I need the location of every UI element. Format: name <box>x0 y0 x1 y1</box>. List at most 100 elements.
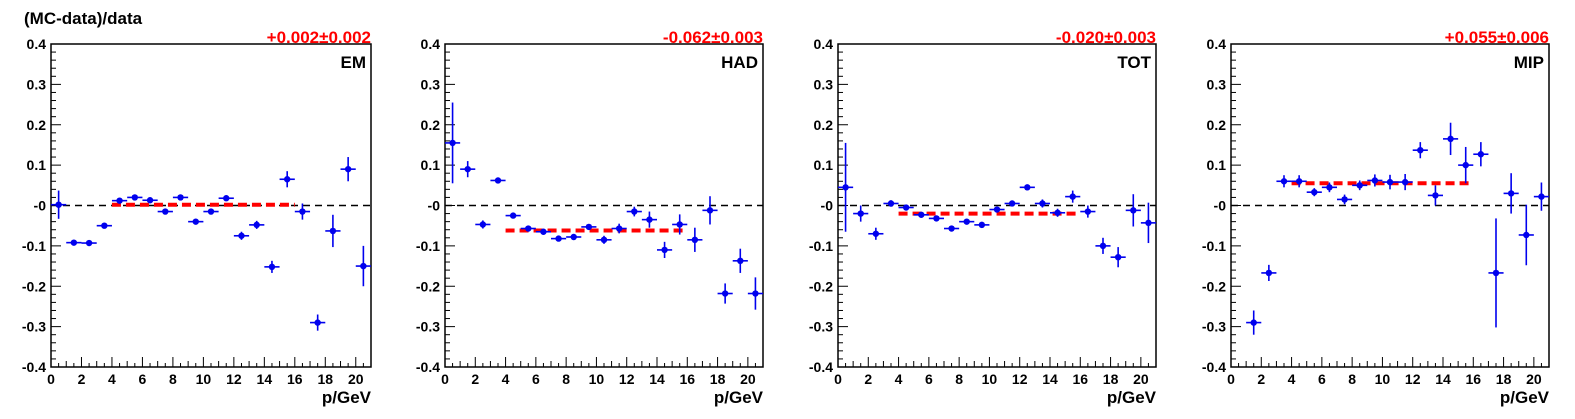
data-marker <box>1039 200 1046 207</box>
y-tick-label: 0.3 <box>27 76 47 92</box>
data-marker <box>1099 242 1107 250</box>
data-marker <box>1401 178 1409 186</box>
data-point <box>928 215 944 222</box>
data-point <box>475 220 491 229</box>
data-point <box>127 194 143 201</box>
data-point <box>172 194 189 201</box>
data-point <box>505 212 521 219</box>
data-marker <box>525 225 532 232</box>
data-marker <box>238 232 245 239</box>
data-point <box>1261 264 1277 282</box>
y-tick-label: -0.1 <box>1202 238 1226 254</box>
x-tick-label: 0 <box>47 371 55 387</box>
x-tick-label: 12 <box>226 371 242 387</box>
data-marker <box>85 239 93 247</box>
data-point <box>596 235 612 244</box>
data-point <box>551 235 567 242</box>
data-point <box>838 142 854 232</box>
data-marker <box>737 257 744 265</box>
y-tick-label: 0.2 <box>814 117 834 133</box>
data-marker <box>509 212 517 219</box>
y-tick-label: 0.4 <box>1207 36 1227 52</box>
data-point <box>626 206 642 217</box>
data-point <box>1382 174 1398 190</box>
data-point <box>460 161 476 178</box>
data-point <box>672 214 688 235</box>
data-point <box>264 260 280 273</box>
x-tick-label: 6 <box>1318 371 1326 387</box>
data-point <box>1065 190 1081 203</box>
y-tick-label: -0.2 <box>416 278 440 294</box>
x-tick-label: 16 <box>287 371 303 387</box>
data-point <box>1503 173 1519 214</box>
data-marker <box>978 221 986 229</box>
data-marker <box>207 208 215 215</box>
y-tick-label: -0 <box>428 198 441 214</box>
x-tick-label: 10 <box>196 371 212 387</box>
x-tick-label: 20 <box>1133 371 1149 387</box>
x-tick-label: 8 <box>169 371 177 387</box>
data-marker <box>1432 192 1439 199</box>
x-tick-label: 0 <box>834 371 842 387</box>
data-marker <box>902 204 910 211</box>
data-point <box>974 221 990 229</box>
y-tick-label: -0.2 <box>1202 278 1226 294</box>
data-marker <box>1477 151 1485 158</box>
data-marker <box>1386 178 1394 186</box>
data-point <box>1518 204 1534 266</box>
data-point <box>1291 175 1307 188</box>
data-point <box>188 218 204 225</box>
data-marker <box>101 222 108 229</box>
x-tick-label: 6 <box>532 371 540 387</box>
data-point <box>702 196 718 225</box>
panel-em: 0 2 4 6 8 10 12 14 16 18 20 -0.4 -0.3 -0.2 -0.1 -0 0.1 0.… <box>22 28 372 407</box>
data-marker <box>570 233 577 241</box>
data-point <box>1397 174 1413 191</box>
y-tick-label: -0 <box>1214 198 1227 214</box>
data-marker <box>555 235 562 242</box>
x-axis-title: p/GeV <box>322 388 372 407</box>
y-tick-label: 0.1 <box>27 157 47 173</box>
data-marker <box>963 218 970 225</box>
data-marker <box>646 216 653 223</box>
x-tick-label: 12 <box>1405 371 1421 387</box>
data-marker <box>540 228 547 235</box>
x-tick-label: 14 <box>649 371 665 387</box>
data-marker <box>918 211 925 218</box>
data-marker <box>479 221 487 228</box>
data-marker <box>1054 209 1061 216</box>
data-marker <box>1326 184 1333 191</box>
data-point <box>294 203 311 220</box>
data-point <box>66 239 82 246</box>
data-point <box>218 195 234 202</box>
data-point <box>1125 194 1141 227</box>
y-tick-label: 0.2 <box>27 117 47 133</box>
x-tick-label: 2 <box>78 371 86 387</box>
x-tick-label: 10 <box>982 371 998 387</box>
x-tick-label: 20 <box>740 371 756 387</box>
data-point <box>1367 174 1383 187</box>
y-tick-label: -0.4 <box>1202 359 1226 375</box>
data-marker <box>661 246 668 254</box>
x-tick-label: 4 <box>1288 371 1296 387</box>
panel-label: HAD <box>721 53 758 72</box>
x-tick-label: 12 <box>1012 371 1028 387</box>
x-tick-label: 0 <box>1227 371 1235 387</box>
y-tick-label: -0 <box>34 198 47 214</box>
data-marker <box>1295 178 1303 185</box>
data-marker <box>615 225 623 232</box>
x-tick-label: 6 <box>139 371 147 387</box>
data-marker <box>1311 188 1318 196</box>
data-point <box>853 205 869 222</box>
data-marker <box>449 139 456 147</box>
data-marker <box>1492 269 1500 277</box>
x-axis-title: p/GeV <box>714 388 764 407</box>
data-point <box>581 223 597 231</box>
data-point <box>1458 146 1474 184</box>
data-point <box>641 211 657 228</box>
y-tick-label: -0.3 <box>416 319 440 335</box>
data-marker <box>1356 182 1363 189</box>
data-marker <box>1084 208 1092 215</box>
x-axis-title: p/GeV <box>1107 388 1157 407</box>
data-point <box>1034 199 1050 208</box>
